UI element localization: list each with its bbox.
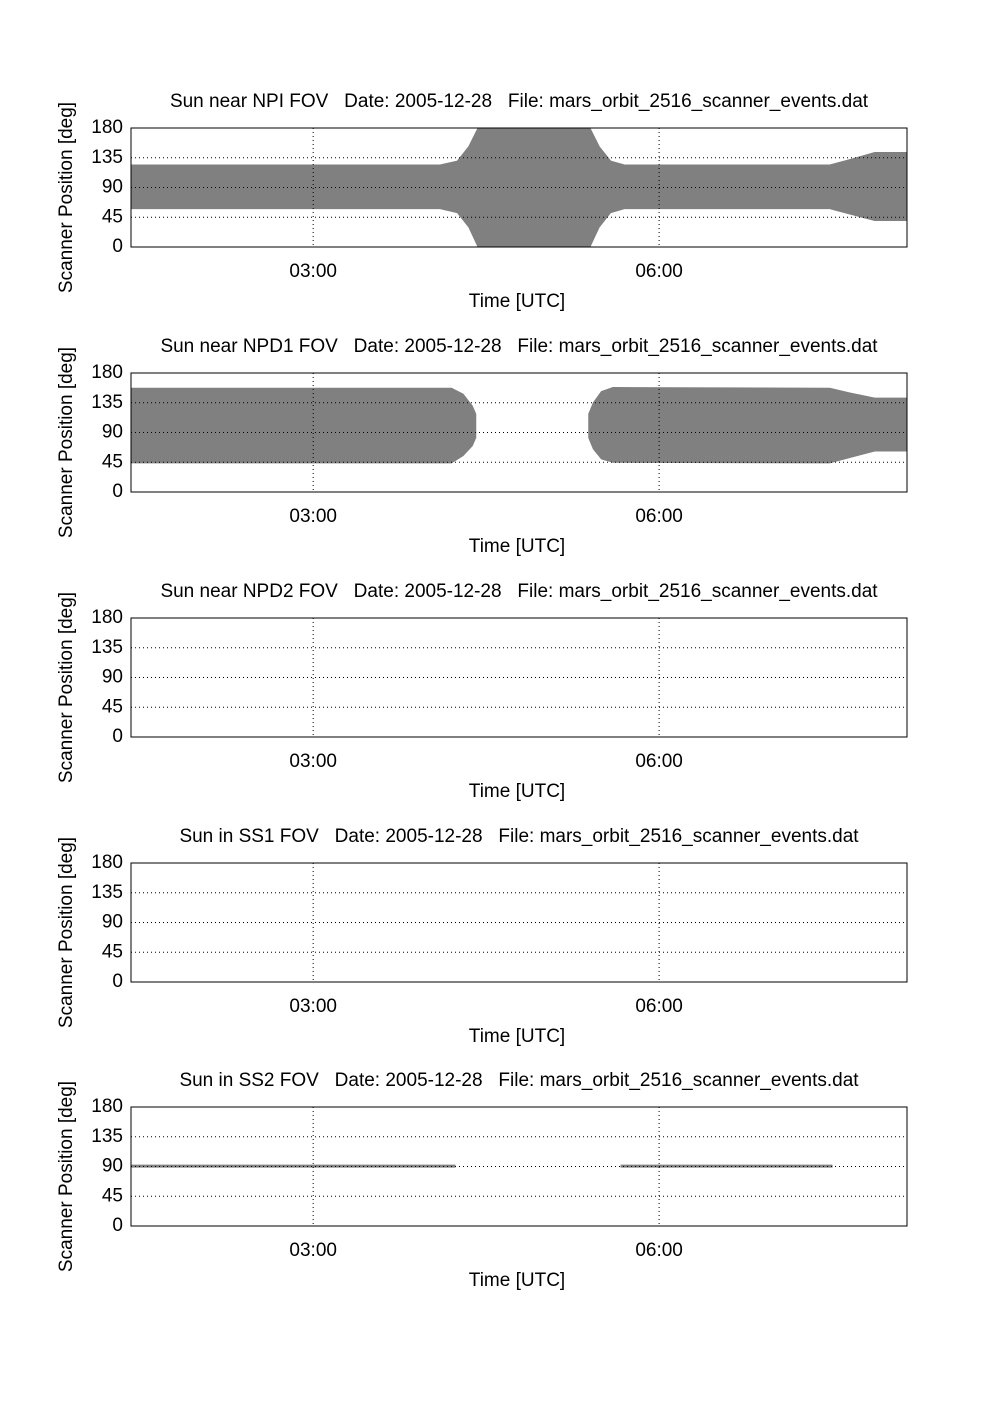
axes-frame: [130, 372, 908, 493]
x-tick-label: 06:00: [635, 261, 683, 282]
x-tick-label: 03:00: [289, 261, 337, 282]
y-axis-label: Scanner Position [deg]: [56, 102, 77, 293]
y-tick-label: 135: [91, 147, 123, 168]
y-tick-label: 45: [102, 941, 123, 962]
y-tick-label: 0: [112, 726, 123, 747]
y-tick-label: 45: [102, 206, 123, 227]
y-tick-label: 135: [91, 882, 123, 903]
x-axis-label: Time [UTC]: [469, 536, 565, 557]
x-tick-label: 03:00: [289, 506, 337, 527]
x-tick-label: 06:00: [635, 506, 683, 527]
y-tick-label: 45: [102, 696, 123, 717]
x-tick-label: 03:00: [289, 996, 337, 1017]
x-axis-label: Time [UTC]: [469, 1026, 565, 1047]
y-tick-label: 90: [102, 422, 123, 443]
x-tick-label: 06:00: [635, 751, 683, 772]
x-tick-label: 03:00: [289, 751, 337, 772]
y-tick-label: 180: [91, 117, 123, 138]
y-tick-label: 135: [91, 637, 123, 658]
chart-title: Sun in SS1 FOV Date: 2005-12-28 File: ma…: [179, 826, 859, 847]
y-axis-label: Scanner Position [deg]: [56, 1081, 77, 1272]
y-tick-label: 135: [91, 392, 123, 413]
y-tick-label: 0: [112, 1215, 123, 1236]
y-tick-label: 90: [102, 1156, 123, 1177]
y-tick-label: 90: [102, 667, 123, 688]
chart-title: Sun in SS2 FOV Date: 2005-12-28 File: ma…: [179, 1070, 859, 1091]
chart-title: Sun near NPD1 FOV Date: 2005-12-28 File:…: [160, 336, 878, 357]
x-axis-label: Time [UTC]: [469, 781, 565, 802]
axes-frame: [130, 127, 908, 248]
range-band: [588, 387, 908, 464]
y-tick-label: 180: [91, 607, 123, 628]
y-tick-label: 90: [102, 177, 123, 198]
y-axis-label: Scanner Position [deg]: [56, 592, 77, 783]
y-axis-label: Scanner Position [deg]: [56, 347, 77, 538]
y-tick-label: 45: [102, 451, 123, 472]
chart-title: Sun near NPD2 FOV Date: 2005-12-28 File:…: [160, 581, 878, 602]
y-tick-label: 180: [91, 1096, 123, 1117]
axes-frame: [130, 1106, 908, 1227]
x-tick-label: 03:00: [289, 1240, 337, 1261]
y-tick-label: 0: [112, 481, 123, 502]
x-axis-label: Time [UTC]: [469, 1270, 565, 1291]
y-tick-label: 90: [102, 912, 123, 933]
y-tick-label: 0: [112, 971, 123, 992]
y-tick-label: 180: [91, 852, 123, 873]
axes-frame: [130, 862, 908, 983]
axes-frame: [130, 617, 908, 738]
chart-title: Sun near NPI FOV Date: 2005-12-28 File: …: [170, 91, 869, 112]
range-band: [130, 387, 477, 464]
y-tick-label: 0: [112, 236, 123, 257]
range-band: [620, 1164, 833, 1168]
x-tick-label: 06:00: [635, 1240, 683, 1261]
x-tick-label: 06:00: [635, 996, 683, 1017]
y-tick-label: 45: [102, 1185, 123, 1206]
y-tick-label: 135: [91, 1126, 123, 1147]
x-axis-label: Time [UTC]: [469, 291, 565, 312]
y-axis-label: Scanner Position [deg]: [56, 837, 77, 1028]
y-tick-label: 180: [91, 362, 123, 383]
